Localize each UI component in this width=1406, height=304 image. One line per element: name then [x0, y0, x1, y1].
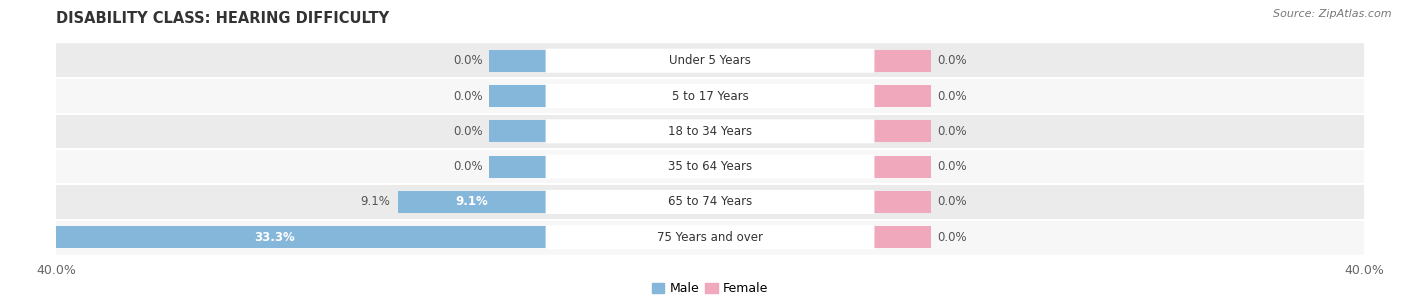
Bar: [873, 120, 931, 142]
FancyBboxPatch shape: [546, 225, 875, 249]
Bar: [489, 50, 547, 72]
Bar: [873, 85, 931, 107]
Bar: [3, 226, 547, 248]
FancyBboxPatch shape: [56, 43, 1364, 78]
FancyBboxPatch shape: [546, 155, 875, 179]
FancyBboxPatch shape: [56, 185, 1364, 219]
Text: 5 to 17 Years: 5 to 17 Years: [672, 89, 748, 102]
Bar: [873, 226, 931, 248]
FancyBboxPatch shape: [546, 49, 875, 73]
Text: 0.0%: 0.0%: [453, 89, 482, 102]
Text: 65 to 74 Years: 65 to 74 Years: [668, 195, 752, 209]
Text: 0.0%: 0.0%: [938, 125, 967, 138]
Text: 0.0%: 0.0%: [938, 231, 967, 244]
Bar: [873, 50, 931, 72]
Text: 0.0%: 0.0%: [938, 89, 967, 102]
Text: 0.0%: 0.0%: [453, 54, 482, 67]
Text: 0.0%: 0.0%: [938, 54, 967, 67]
Text: Under 5 Years: Under 5 Years: [669, 54, 751, 67]
FancyBboxPatch shape: [56, 78, 1364, 113]
Legend: Male, Female: Male, Female: [647, 277, 773, 300]
Bar: [489, 156, 547, 178]
Bar: [398, 191, 547, 213]
FancyBboxPatch shape: [56, 149, 1364, 184]
FancyBboxPatch shape: [546, 190, 875, 214]
Text: 0.0%: 0.0%: [453, 125, 482, 138]
FancyBboxPatch shape: [56, 114, 1364, 149]
Bar: [489, 85, 547, 107]
Text: 9.1%: 9.1%: [456, 195, 489, 209]
Text: DISABILITY CLASS: HEARING DIFFICULTY: DISABILITY CLASS: HEARING DIFFICULTY: [56, 11, 389, 26]
Text: 0.0%: 0.0%: [938, 160, 967, 173]
FancyBboxPatch shape: [546, 119, 875, 143]
Text: 0.0%: 0.0%: [938, 195, 967, 209]
Text: 18 to 34 Years: 18 to 34 Years: [668, 125, 752, 138]
Bar: [489, 120, 547, 142]
Bar: [873, 156, 931, 178]
Text: 33.3%: 33.3%: [254, 231, 295, 244]
Text: 35 to 64 Years: 35 to 64 Years: [668, 160, 752, 173]
Text: 9.1%: 9.1%: [360, 195, 389, 209]
FancyBboxPatch shape: [546, 84, 875, 108]
FancyBboxPatch shape: [56, 220, 1364, 255]
Text: Source: ZipAtlas.com: Source: ZipAtlas.com: [1274, 9, 1392, 19]
Text: 75 Years and over: 75 Years and over: [657, 231, 763, 244]
Text: 0.0%: 0.0%: [453, 160, 482, 173]
Bar: [873, 191, 931, 213]
